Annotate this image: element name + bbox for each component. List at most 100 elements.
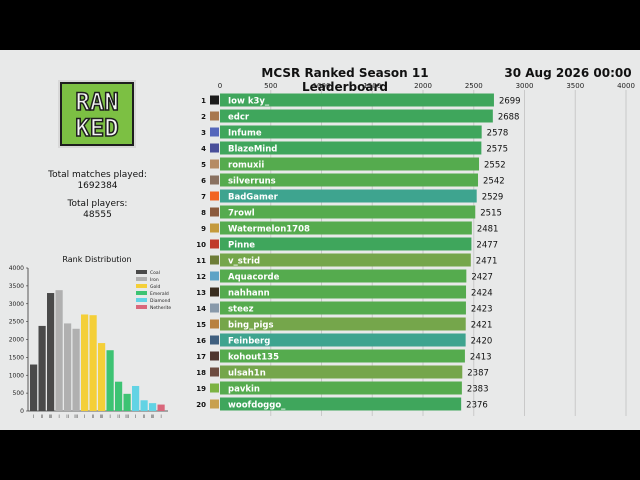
distribution-bar [157, 404, 165, 411]
elo-value-label: 2421 [471, 321, 493, 331]
x-tick-label: 2500 [465, 82, 483, 90]
y-tick-label: 1500 [9, 354, 24, 361]
leaderboard-bar [220, 365, 463, 379]
elo-value-label: 2420 [471, 337, 493, 347]
leaderboard-bar [220, 317, 466, 331]
elo-value-label: 2699 [499, 97, 521, 107]
distribution-bar [72, 328, 80, 411]
player-name-label: steez [228, 305, 254, 315]
elo-value-label: 2383 [467, 385, 489, 395]
elo-value-label: 2575 [486, 145, 508, 155]
legend-swatch [136, 284, 147, 288]
leaderboard-bar [220, 253, 471, 267]
player-name-label: Infume [228, 129, 262, 139]
x-tick-label: 0 [218, 82, 222, 90]
player-name-label: Pinne [228, 241, 255, 251]
matches-label: Total matches played: [48, 170, 147, 180]
rank-label: 14 [196, 305, 206, 313]
x-tick-label: III [49, 414, 53, 419]
distribution-bar [123, 393, 131, 411]
elo-value-label: 2413 [470, 353, 492, 363]
matches-value: 1692384 [77, 181, 118, 191]
legend-label: Iron [150, 277, 159, 283]
player-avatar [210, 319, 219, 329]
legend-label: Emerald [150, 291, 169, 297]
players-label: Total players: [67, 199, 128, 209]
leaderboard-bar [220, 237, 472, 251]
ranked-logo-image: RAN KED [58, 80, 136, 148]
x-tick-label: I [84, 414, 85, 419]
elo-value-label: 2529 [482, 193, 504, 203]
leaderboard-bar [220, 93, 494, 107]
leaderboard-bar [220, 109, 493, 123]
distribution-bar [47, 293, 55, 411]
legend-label: Coal [150, 270, 160, 276]
rank-label: 19 [196, 385, 206, 393]
player-name-label: woofdoggo_ [228, 401, 286, 411]
player-avatar [210, 303, 219, 313]
elo-value-label: 2471 [476, 257, 498, 267]
elo-value-label: 2515 [480, 209, 502, 219]
leaderboard-bar [220, 205, 476, 219]
x-tick-label: 3000 [516, 82, 534, 90]
player-avatar [210, 143, 219, 153]
legend-swatch [136, 270, 147, 274]
ranked-logo: RAN KED [58, 80, 136, 152]
elo-value-label: 2552 [484, 161, 506, 171]
distribution-bar [140, 400, 148, 411]
y-tick-label: 2500 [9, 319, 24, 326]
player-name-label: kohout135 [228, 353, 279, 363]
svg-text:KED: KED [75, 114, 118, 142]
distribution-bar [106, 350, 114, 411]
distribution-bar [132, 385, 140, 411]
player-avatar [210, 287, 219, 297]
leaderboard-bar [220, 173, 479, 187]
rank-label: 5 [201, 161, 206, 169]
rank-label: 9 [201, 225, 206, 233]
player-avatar [210, 255, 219, 265]
x-tick-label: III [100, 414, 104, 419]
matches-stat: Total matches played: 1692384 [30, 170, 165, 192]
x-tick-label: 2000 [414, 82, 432, 90]
leaderboard-bar [220, 349, 465, 363]
player-avatar [210, 111, 219, 121]
player-avatar [210, 351, 219, 361]
y-tick-label: 0 [20, 408, 24, 415]
leaderboard-bar [220, 285, 467, 299]
x-tick-label: III [74, 414, 78, 419]
player-avatar [210, 239, 219, 249]
leaderboard-bar [220, 141, 482, 155]
x-tick-label: I [59, 414, 60, 419]
x-tick-label: 1000 [313, 82, 331, 90]
leaderboard-bar [220, 221, 472, 235]
rank-label: 15 [196, 321, 206, 329]
player-name-label: 7rowl [228, 209, 255, 219]
x-tick-label: I [110, 414, 111, 419]
distribution-bar [89, 315, 97, 411]
leaderboard-bar [220, 189, 477, 203]
x-tick-label: 1500 [363, 82, 381, 90]
distribution-bar [81, 314, 89, 411]
x-tick-label: II [143, 414, 145, 419]
distribution-bar [38, 325, 46, 411]
rank-label: 4 [201, 145, 206, 153]
rank-label: 13 [196, 289, 206, 297]
player-name-label: ulsah1n [228, 369, 266, 379]
distribution-bar [98, 343, 106, 411]
leaderboard-bar [220, 125, 482, 139]
page-title: MCSR Ranked Season 11 Leaderboard [261, 66, 429, 94]
distribution-bar [55, 290, 63, 411]
player-avatar [210, 399, 219, 409]
elo-value-label: 2578 [487, 129, 509, 139]
elo-value-label: 2387 [467, 369, 489, 379]
y-tick-label: 3000 [9, 301, 24, 308]
player-avatar [210, 271, 219, 281]
player-avatar [210, 175, 219, 185]
rank-label: 11 [196, 257, 206, 265]
y-tick-label: 1000 [9, 372, 24, 379]
rank-label: 20 [196, 401, 206, 409]
x-tick-label: III [125, 414, 129, 419]
y-tick-label: 2000 [9, 337, 24, 344]
distribution-bar [64, 323, 72, 411]
player-name-label: Watermelon1708 [228, 225, 310, 235]
